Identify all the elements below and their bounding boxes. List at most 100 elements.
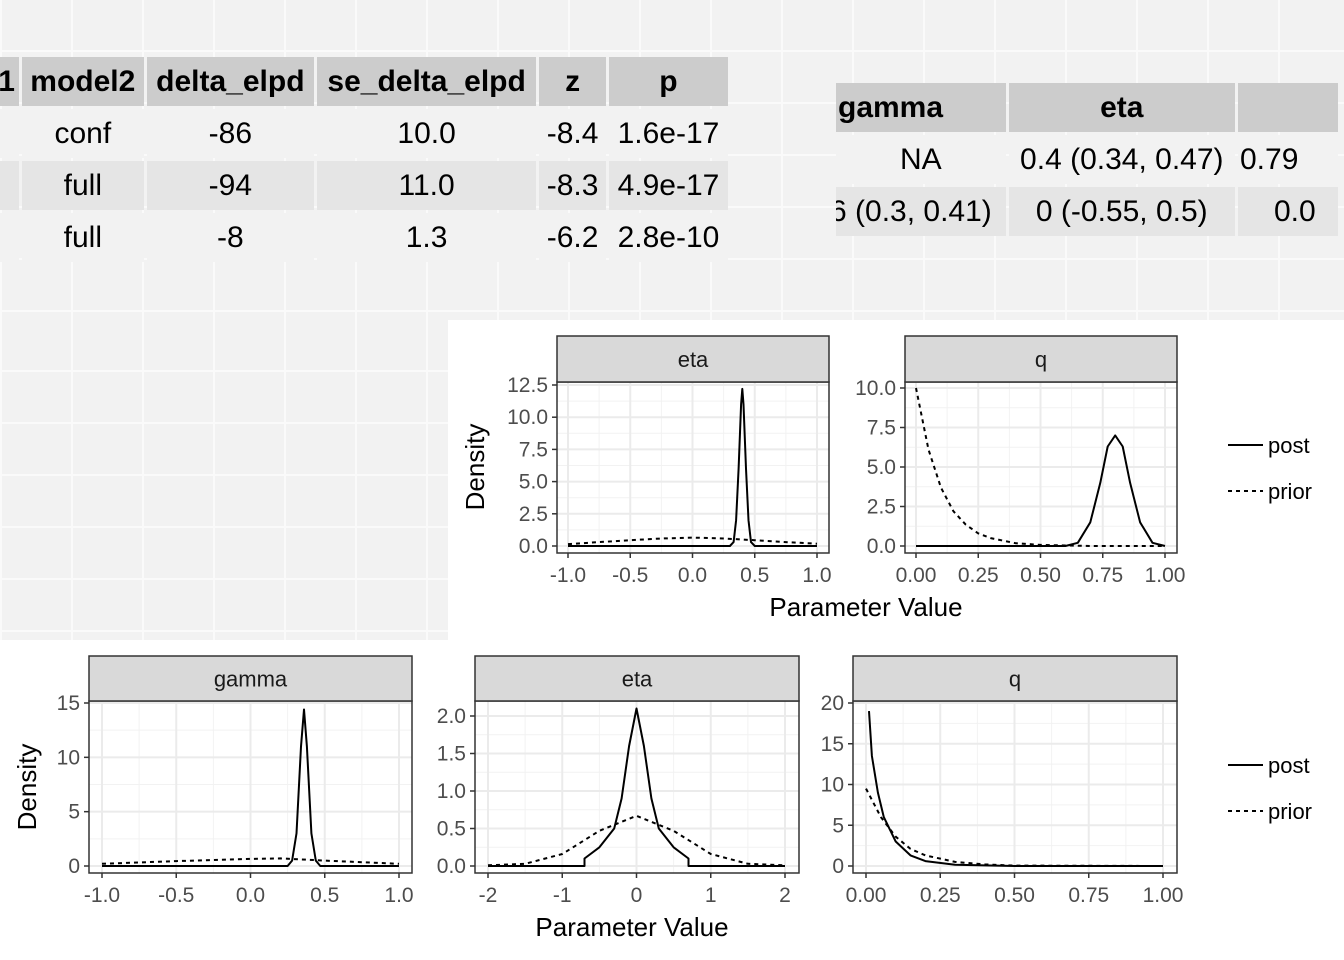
- cell: 10.0: [316, 109, 537, 158]
- x-tick-label: 0.75: [1068, 884, 1109, 907]
- cell: [0, 109, 19, 158]
- cell: -94: [146, 161, 314, 210]
- cell: -86: [146, 109, 314, 158]
- cell: 4.9e-17: [608, 161, 728, 210]
- x-tick-label: 0.5: [310, 884, 339, 907]
- cell: -8.4: [539, 109, 606, 158]
- panel-gamma: gamma -1.0 -0.5 0.0 0.5 1.0 0 5 10 15: [57, 655, 414, 907]
- cell: 2.8e-10: [608, 213, 728, 262]
- x-tick-label: -0.5: [612, 564, 648, 587]
- x-tick-label: 0.50: [1020, 564, 1061, 587]
- y-tick-label: 15: [821, 733, 844, 756]
- panel-q: q 0.00 0.25 0.50 0.75 1.00 0 5 10 15 20: [821, 655, 1184, 907]
- y-tick-label: 0: [832, 855, 844, 878]
- table-background: [0, 320, 448, 640]
- col-header: delta_elpd: [146, 57, 314, 106]
- y-tick-label: 7.5: [867, 417, 896, 440]
- series-line-prior: [101, 857, 400, 865]
- cell: -8.3: [539, 161, 606, 210]
- series-line-post: [568, 387, 817, 547]
- y-tick-label: 5: [68, 801, 80, 824]
- col-header: eta: [1008, 83, 1235, 132]
- x-tick-label: 0.75: [1082, 564, 1123, 587]
- col-header: z: [539, 57, 606, 106]
- cell: 6 (0.3, 0.41): [836, 187, 1006, 236]
- table-row: full -8 1.3 -6.2 2.8e-10: [0, 213, 728, 262]
- cell: 0.79: [1237, 135, 1338, 184]
- cell: -8: [146, 213, 314, 262]
- x-axis-title: Parameter Value: [769, 592, 962, 622]
- cell: 1.6e-17: [608, 109, 728, 158]
- x-tick-label: 0.25: [958, 564, 999, 587]
- table-row: full -94 11.0 -8.3 4.9e-17: [0, 161, 728, 210]
- y-tick-label: 2.5: [867, 496, 896, 519]
- facet-strip: [88, 655, 413, 702]
- y-tick-label: 0.0: [867, 535, 896, 558]
- x-tick-label: 1.00: [1143, 884, 1184, 907]
- col-header: se_delta_elpd: [316, 57, 537, 106]
- table-row: conf -86 10.0 -8.4 1.6e-17: [0, 109, 728, 158]
- cell: [0, 161, 19, 210]
- table-row: 6 (0.3, 0.41) 0 (-0.55, 0.5) 0.0: [836, 187, 1338, 236]
- y-tick-label: 10: [57, 746, 80, 769]
- facet-title: gamma: [214, 667, 288, 692]
- x-tick-label: 1: [705, 884, 717, 907]
- facet-title: q: [1035, 347, 1047, 372]
- legend-label: post: [1268, 753, 1310, 778]
- series-line-prior: [487, 814, 786, 867]
- y-tick-label: 10: [821, 774, 844, 797]
- facet-title: q: [1009, 667, 1021, 692]
- facet-strip: [474, 655, 800, 702]
- y-tick-label: 10.0: [507, 406, 548, 429]
- col-header: [1237, 83, 1338, 132]
- cell: -6.2: [539, 213, 606, 262]
- series-line-post: [916, 434, 1166, 547]
- x-tick-label: -1.0: [550, 564, 586, 587]
- y-tick-label: 15: [57, 692, 80, 715]
- col-header: model1: [0, 57, 19, 106]
- legend-label: prior: [1268, 479, 1312, 504]
- x-tick-label: 0.0: [236, 884, 265, 907]
- x-tick-label: 0: [631, 884, 643, 907]
- x-tick-label: 0.0: [678, 564, 707, 587]
- col-header: p: [608, 57, 728, 106]
- x-tick-label: 1.0: [384, 884, 413, 907]
- panel-q: q 0.00 0.25 0.50 0.75 1.00 0.0 2.5 5.0 7.5 10.0: [855, 335, 1185, 587]
- cell: 11.0: [316, 161, 537, 210]
- cell: 0.4 (0.34, 0.47): [1008, 135, 1235, 184]
- col-header: model2: [21, 57, 144, 106]
- panel-eta: eta -1.0 -0.5 0.0 0.5 1.0 0.0 2.5 5.0 7.5 10.0 12.5: [507, 335, 832, 587]
- cell: conf: [21, 109, 144, 158]
- x-tick-label: 2: [779, 884, 791, 907]
- panel-eta: eta -2 -1 0 1 2 0.0 0.5 1.0 1.5 2.0: [437, 655, 800, 907]
- series-line-post: [488, 707, 785, 867]
- x-tick-label: 0.25: [920, 884, 961, 907]
- table-row: NA 0.4 (0.34, 0.47) 0.79: [836, 135, 1338, 184]
- y-tick-label: 0: [68, 855, 80, 878]
- y-tick-label: 5.0: [867, 456, 896, 479]
- cell: [0, 213, 19, 262]
- y-tick-label: 1.0: [437, 780, 466, 803]
- y-tick-label: 0.0: [519, 535, 548, 558]
- facet-strip: [556, 335, 830, 383]
- x-tick-label: -2: [479, 884, 498, 907]
- facet-strip: [852, 655, 1178, 702]
- legend-label: prior: [1268, 799, 1312, 824]
- x-tick-label: 0.50: [994, 884, 1035, 907]
- comparison-table: model1 model2 delta_elpd se_delta_elpd z…: [0, 54, 731, 265]
- y-tick-label: 5: [832, 814, 844, 837]
- y-axis-title: Density: [12, 744, 42, 831]
- facet-title: eta: [678, 347, 709, 372]
- y-tick-label: 0.0: [437, 855, 466, 878]
- x-tick-label: -0.5: [158, 884, 194, 907]
- cell: 1.3: [316, 213, 537, 262]
- x-tick-label: -1.0: [84, 884, 120, 907]
- legend-label: post: [1268, 433, 1310, 458]
- comparison-table-wrap: model1 model2 delta_elpd se_delta_elpd z…: [0, 54, 836, 268]
- col-header: gamma: [836, 83, 1006, 132]
- estimates-table: gamma eta NA 0.4 (0.34, 0.47) 0.79 6 (0.…: [836, 80, 1341, 239]
- facet-title: eta: [622, 667, 653, 692]
- facet-strip: [904, 335, 1178, 383]
- y-tick-label: 0.5: [437, 818, 466, 841]
